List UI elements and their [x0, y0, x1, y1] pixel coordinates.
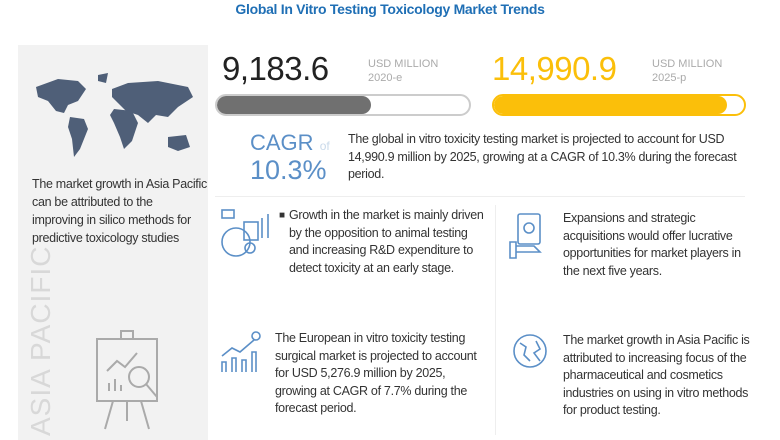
- stat-value-2020: 9,183.6: [222, 50, 329, 87]
- growth-chart-icon: [221, 331, 261, 372]
- divider: [495, 205, 496, 435]
- card-text-growth: Growth in the market is mainly driven by…: [289, 208, 484, 275]
- stat-year-2020: 2020-e: [368, 72, 403, 84]
- left-panel: The market growth in Asia Pacific can be…: [18, 45, 208, 440]
- analytics-icon: [221, 209, 269, 257]
- cagr-label: CAGR of: [250, 130, 330, 155]
- divider: [215, 196, 745, 197]
- card-text-expansions: Expansions and strategic acquisitions wo…: [563, 211, 741, 278]
- stat-unit-2025: USD MILLION: [652, 58, 723, 70]
- progress-bar-2020: [215, 94, 471, 116]
- card-text-europe: The European in vitro toxicity testing s…: [275, 331, 477, 415]
- left-panel-text: The market growth in Asia Pacific can be…: [32, 177, 207, 245]
- progress-fill-2020: [217, 96, 371, 114]
- progress-bar-2025: [492, 94, 746, 116]
- stat-unit-2020: USD MILLION: [368, 58, 439, 70]
- stat-value-2025: 14,990.9: [492, 50, 617, 87]
- cagr-description: The global in vitro toxicity testing mar…: [348, 132, 737, 181]
- presentation-board-icon: [96, 330, 158, 430]
- globe-icon: [513, 334, 547, 368]
- world-map-icon: [36, 73, 193, 157]
- cagr-value: 10.3%: [250, 155, 327, 185]
- money-hand-icon: [509, 213, 542, 259]
- card-text-asia: The market growth in Asia Pacific is att…: [563, 333, 750, 417]
- bullet-icon: ■: [279, 210, 286, 221]
- progress-fill-2025: [494, 96, 727, 114]
- page-title: Global In Vitro Testing Toxicology Marke…: [235, 1, 545, 17]
- region-label: ASIA PACIFIC: [25, 245, 56, 436]
- stat-year-2025: 2025-p: [652, 72, 687, 84]
